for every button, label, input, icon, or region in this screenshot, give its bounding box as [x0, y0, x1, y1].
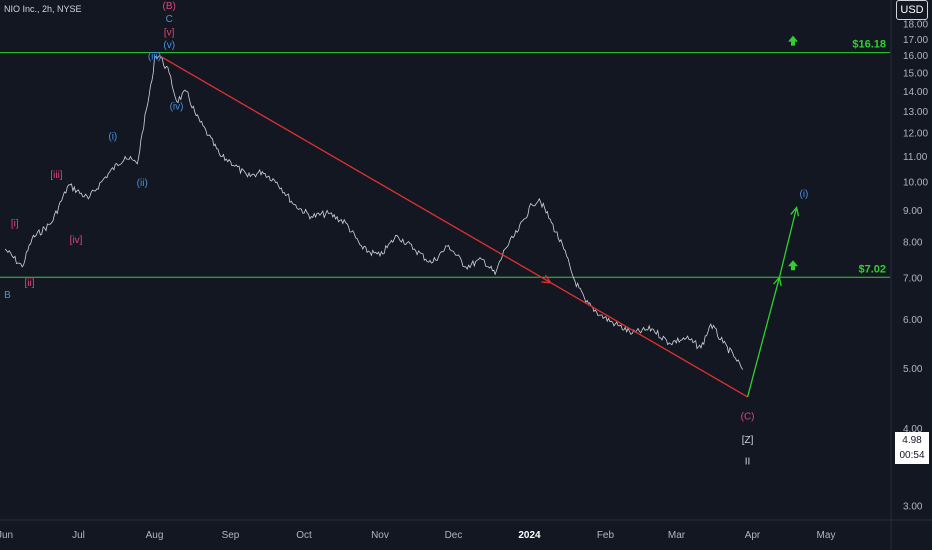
price-level-label: $16.18: [852, 39, 886, 51]
last-price-value: 4.98: [902, 435, 922, 446]
x-tick-label: May: [817, 530, 836, 541]
x-tick-label: Oct: [296, 530, 312, 541]
y-tick-label: 8.00: [903, 238, 923, 249]
y-tick-label: 16.00: [903, 51, 928, 62]
x-tick-label: Mar: [668, 530, 686, 541]
x-tick-label: Jun: [0, 530, 13, 541]
y-tick-label: 12.00: [903, 129, 928, 140]
x-tick-label: Dec: [445, 530, 463, 541]
up-arrow-icon: [788, 35, 798, 46]
y-tick-label: 13.00: [903, 107, 928, 118]
last-price-badge: 4.98 00:54: [895, 432, 929, 464]
wave-label: [iii]: [50, 170, 62, 181]
y-tick-label: 6.00: [903, 315, 923, 326]
wave-label: (B): [163, 1, 176, 12]
x-tick-label: Jul: [72, 530, 85, 541]
y-tick-label: 4.00: [903, 424, 923, 435]
wave-label: (v): [163, 40, 175, 51]
x-tick-label: Apr: [745, 530, 761, 541]
wave-label: [Z]: [742, 435, 754, 446]
y-tick-label: 18.00: [903, 20, 928, 31]
wave-label: II: [745, 457, 751, 468]
price-level-label: $7.02: [858, 263, 886, 275]
y-tick-label: 15.00: [903, 69, 928, 80]
trend-arrow-icon: [541, 274, 552, 284]
wave-label: C: [166, 14, 173, 25]
y-tick-label: 5.00: [903, 364, 923, 375]
x-tick-label: Sep: [222, 530, 240, 541]
x-tick-label: Feb: [597, 530, 615, 541]
wave-label: (iv): [170, 101, 184, 112]
y-tick-label: 9.00: [903, 206, 923, 217]
y-tick-label: 7.00: [903, 274, 923, 285]
x-tick-label: Nov: [371, 530, 389, 541]
y-tick-label: 11.00: [903, 152, 928, 163]
y-tick-label: 17.00: [903, 35, 928, 46]
bar-countdown: 00:54: [899, 450, 925, 461]
y-tick-label: 3.00: [903, 502, 923, 513]
wave-label: [iv]: [70, 235, 83, 246]
projection-arrow-icon: [790, 206, 800, 217]
currency-selector[interactable]: USD: [896, 0, 928, 20]
wave-label: (i): [799, 189, 808, 200]
projection-arrow-icon: [773, 275, 782, 287]
wave-label: (iii): [148, 52, 161, 63]
trend-line: [159, 55, 748, 398]
x-tick-label: Aug: [146, 530, 164, 541]
y-tick-label: 10.00: [903, 178, 928, 189]
wave-label: [ii]: [25, 278, 35, 289]
projection-line: [746, 207, 798, 398]
wave-label: (i): [108, 131, 117, 142]
y-tick-label: 14.00: [903, 87, 928, 98]
x-tick-label: 2024: [518, 530, 541, 541]
wave-label: (ii): [137, 178, 148, 189]
wave-label: (C): [741, 411, 755, 422]
price-series-line: [4, 55, 744, 370]
chart-title: NIO Inc., 2h, NYSE: [4, 4, 82, 14]
wave-label: B: [4, 290, 11, 301]
wave-label: [i]: [11, 219, 19, 230]
up-arrow-icon: [788, 260, 798, 271]
wave-label: [v]: [164, 28, 175, 39]
